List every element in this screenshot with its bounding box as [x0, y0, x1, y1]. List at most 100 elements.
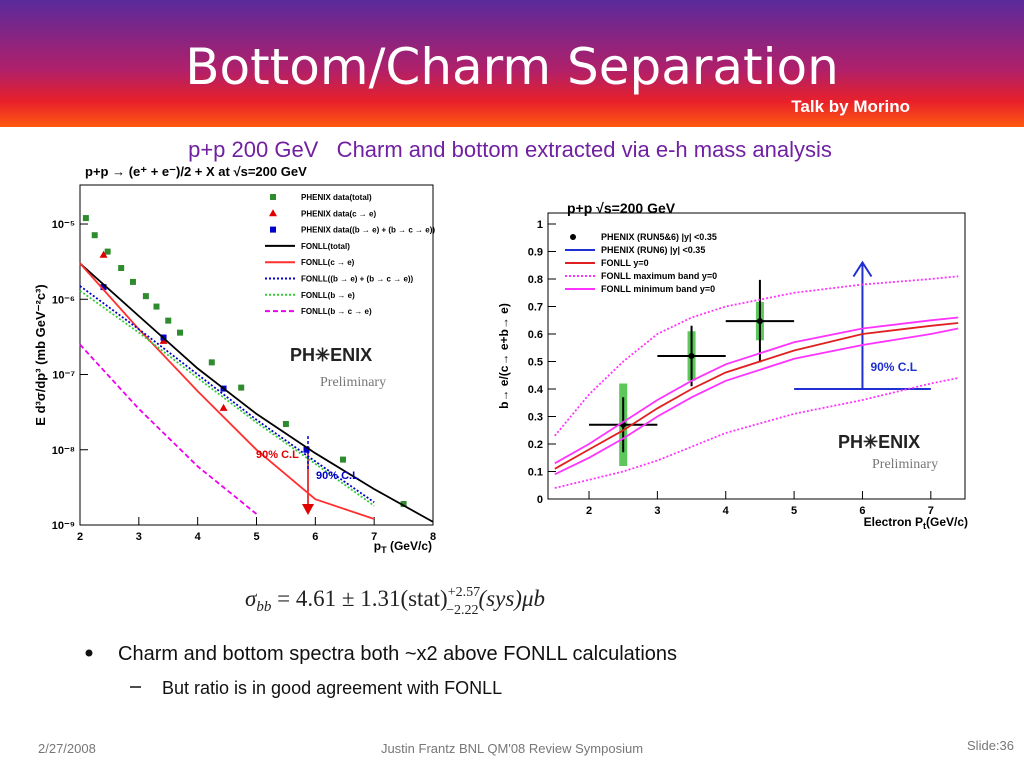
- legend-label: FONLL(total): [301, 242, 350, 251]
- y-tick-label: 0.5: [528, 357, 543, 369]
- x-tick-label: 2: [77, 531, 83, 543]
- y-tick-label: 0.3: [528, 412, 543, 424]
- equation: σbb = 4.61 ± 1.31(stat)+2.57 −2.22(sys)μb: [245, 585, 545, 618]
- curve: [79, 285, 375, 504]
- x-axis-label-part: (GeV/c): [926, 515, 968, 529]
- legend-label: FONLL(b → e): [301, 291, 355, 300]
- curve: [554, 322, 959, 470]
- x-tick-label: 5: [253, 531, 259, 543]
- legend-label: PHENIX (RUN5&6) |y| <0.35: [601, 232, 717, 242]
- sub-bullet-text: But ratio is in good agreement with FONL…: [162, 678, 502, 698]
- y-tick-label: 0.8: [528, 274, 543, 286]
- marker: [339, 456, 346, 463]
- slide-title: Bottom/Charm Separation: [185, 38, 839, 96]
- marker: [688, 353, 695, 359]
- x-tick-label: 5: [791, 505, 797, 517]
- arrow-head: [852, 260, 873, 278]
- annotation: Preliminary: [320, 375, 386, 390]
- marker: [756, 318, 763, 325]
- marker: [400, 501, 407, 508]
- marker: [282, 420, 289, 427]
- legend-label: FONLL maximum band y=0: [601, 271, 717, 281]
- x-axis-label-part: (GeV/c): [387, 539, 432, 553]
- marker: [570, 234, 576, 240]
- marker: [99, 250, 108, 258]
- y-tick-label: 0.2: [528, 439, 543, 451]
- credit: Talk by Morino: [791, 97, 910, 116]
- curve: [554, 275, 959, 437]
- footer-date: 2/27/2008: [38, 741, 96, 756]
- marker: [303, 446, 310, 453]
- marker: [269, 209, 277, 217]
- annotation: 90% C.L: [316, 470, 359, 482]
- y-tick-label: 1: [537, 219, 543, 231]
- marker: [165, 317, 172, 324]
- marker: [208, 359, 215, 366]
- curve: [79, 289, 375, 507]
- y-tick-label: 0.9: [528, 247, 543, 259]
- legend-label: PHENIX (RUN6) |y| <0.35: [601, 245, 705, 255]
- annotation: PH✳ENIX: [290, 345, 372, 365]
- x-tick-label: 3: [654, 505, 660, 517]
- arrow-head: [302, 504, 314, 515]
- annotation: Preliminary: [872, 457, 938, 472]
- marker: [129, 278, 136, 285]
- curve: [554, 327, 959, 476]
- legend-label: FONLL((b → e) + (b → c → e)): [301, 275, 414, 284]
- x-tick-label: 2: [586, 505, 592, 517]
- x-tick-label: 4: [195, 531, 202, 543]
- y-axis-label: b→ e/(c→ e+b→ e): [497, 303, 511, 409]
- marker: [104, 248, 111, 255]
- x-tick-label: 8: [430, 531, 436, 543]
- footer-center: Justin Frantz BNL QM'08 Review Symposium: [381, 741, 643, 756]
- marker: [238, 384, 245, 391]
- x-axis-label-part: Electron P: [864, 515, 923, 529]
- marker: [177, 329, 184, 336]
- bullet: [85, 649, 93, 657]
- legend-label: PHENIX data(total): [301, 193, 372, 202]
- legend-label: FONLL(b → c → e): [301, 307, 372, 316]
- marker: [82, 215, 89, 222]
- curve: [554, 377, 959, 489]
- y-tick-label: 0.1: [528, 467, 543, 479]
- y-tick-label: 10⁻⁹: [52, 520, 75, 532]
- marker: [270, 194, 276, 200]
- legend-label: FONLL minimum band y=0: [601, 284, 715, 294]
- chart-title: p+p → (e⁺ + e⁻)/2 + X at √s=200 GeV: [85, 164, 307, 179]
- y-tick-label: 0: [537, 494, 543, 506]
- x-tick-label: 6: [859, 505, 865, 517]
- marker: [100, 284, 107, 291]
- bullet-text: Charm and bottom spectra both ~x2 above …: [118, 643, 677, 665]
- y-axis-label: E d³σ/dp³ (mb GeV⁻²c³): [33, 284, 48, 425]
- curve: [554, 316, 959, 465]
- limit-label: 90% C.L: [870, 360, 917, 374]
- legend-label: FONLL y=0: [601, 258, 649, 268]
- marker: [219, 403, 228, 411]
- x-tick-label: 4: [723, 505, 730, 517]
- x-tick-label: 7: [928, 505, 934, 517]
- annotation: PH✳ENIX: [838, 432, 920, 452]
- x-tick-label: 6: [312, 531, 318, 543]
- x-axis-label: Electron Pt(GeV/c): [864, 515, 968, 531]
- curve: [79, 262, 375, 520]
- y-tick-label: 0.4: [528, 384, 544, 396]
- annotation: 90% C.L: [256, 449, 299, 461]
- x-tick-label: 7: [371, 531, 377, 543]
- legend-label: PHENIX data((b → e) + (b → c → e)): [301, 226, 435, 235]
- marker: [270, 226, 276, 233]
- x-axis-label: pT (GeV/c): [374, 539, 432, 555]
- y-tick-label: 10⁻⁶: [52, 294, 75, 306]
- legend-label: FONLL(c → e): [301, 258, 355, 267]
- y-tick-label: 0.7: [528, 302, 543, 314]
- y-tick-label: 10⁻⁸: [52, 445, 75, 457]
- curve: [79, 343, 258, 515]
- chart-title: p+p √s=200 GeV: [567, 200, 676, 216]
- x-axis-label-sub: T: [381, 545, 387, 555]
- marker: [91, 232, 98, 239]
- y-tick-label: 10⁻⁷: [52, 370, 75, 382]
- curve: [79, 262, 434, 523]
- legend-label: PHENIX data(c → e): [301, 209, 376, 218]
- plot-frame: [547, 212, 966, 500]
- footer-slide: Slide:36: [967, 738, 1014, 753]
